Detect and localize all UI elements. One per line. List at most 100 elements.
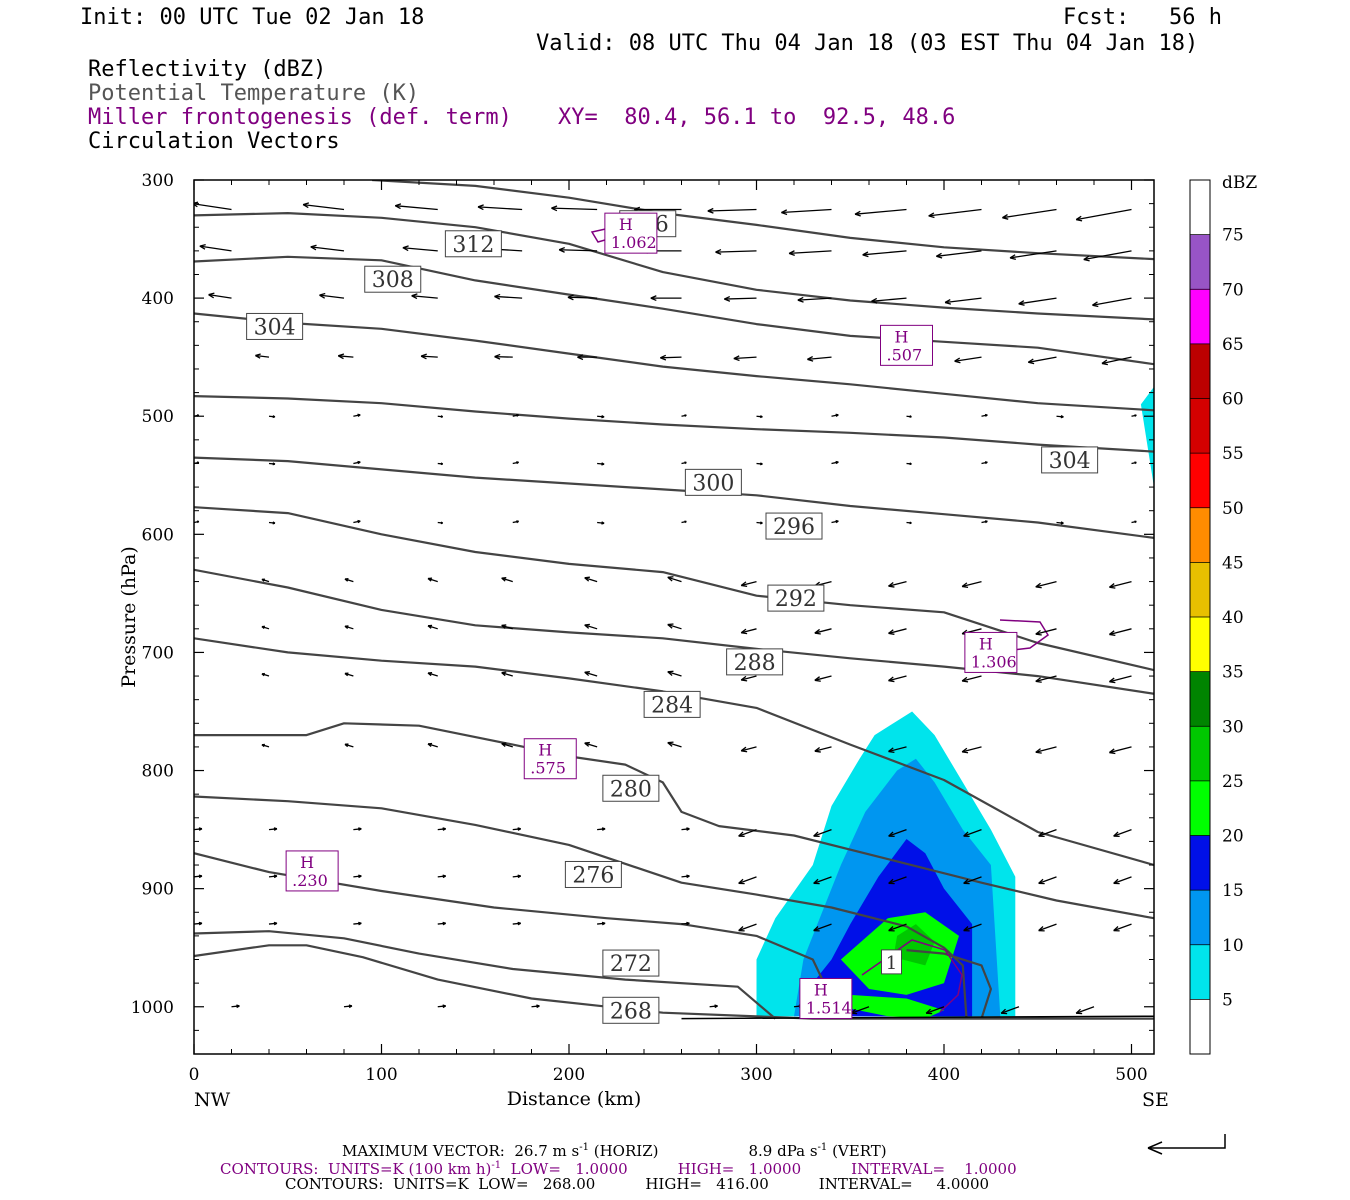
circulation-vector [715, 249, 757, 255]
circulation-vector [353, 921, 362, 926]
circulation-vector [437, 521, 444, 525]
circulation-vector [928, 208, 982, 219]
circulation-vector [194, 827, 203, 831]
cross-section-endpoints: XY= 80.4, 56.1 to 92.5, 48.6 [558, 105, 956, 130]
circulation-vector [501, 742, 513, 748]
max-vector-text: MAXIMUM VECTOR: 26.7 m s-1 (HORIZ) 8.9 dP… [342, 1142, 887, 1160]
circulation-vector [756, 521, 763, 525]
circulation-vector [888, 628, 907, 635]
colorbar-label: 25 [1222, 772, 1244, 792]
circulation-vector [199, 243, 232, 252]
circulation-vector [740, 628, 757, 635]
theta-contour [194, 255, 1154, 366]
circulation-vector [1018, 297, 1057, 306]
theta-label: 288 [726, 648, 784, 676]
circulation-vector [740, 580, 757, 588]
svg-text:1: 1 [886, 953, 897, 974]
theta-contour [372, 180, 1154, 261]
x-tick-label: 0 [189, 1065, 200, 1085]
circulation-vector [394, 203, 438, 211]
svg-text:288: 288 [734, 651, 776, 676]
colorbar-segment [1190, 398, 1210, 454]
frontogenesis-max-label: H.507 [880, 324, 933, 366]
init-time: Init: 00 UTC Tue 02 Jan 18 [80, 5, 425, 30]
y-tick-label: 900 [142, 880, 174, 900]
colorbar-label: 50 [1222, 499, 1244, 519]
circulation-vector [1038, 876, 1057, 885]
theta-label: 268 [602, 996, 660, 1024]
theta-label: 296 [765, 512, 823, 540]
colorbar-label: 10 [1222, 936, 1244, 956]
circulation-vector [437, 462, 444, 466]
colorbar-label: 60 [1222, 390, 1244, 410]
circulation-vector [667, 576, 682, 583]
circulation-vector [906, 462, 912, 466]
circulation-vector [584, 741, 598, 748]
circulation-vector [194, 628, 195, 629]
reflectivity-5dbz [1140, 386, 1154, 488]
circulation-vector [814, 628, 832, 635]
circulation-vector [1109, 675, 1132, 684]
svg-text:292: 292 [775, 587, 817, 612]
colorbar-label: 15 [1222, 881, 1244, 901]
circulation-vector [261, 625, 270, 630]
y-tick-label: 600 [142, 525, 174, 545]
circulation-vector [1075, 1006, 1095, 1015]
circulation-vector [420, 353, 438, 360]
frontogenesis-max-label: H1.306 [964, 631, 1018, 673]
circulation-vector [353, 519, 361, 524]
circulation-vector [494, 293, 523, 300]
circulation-vector [353, 874, 362, 879]
theta-contour [194, 312, 1154, 412]
circulation-vector [831, 413, 839, 417]
colorbar-label: 45 [1222, 553, 1244, 573]
frontogenesis-contour-label: 1 [881, 949, 902, 975]
theta-label: 280 [602, 774, 660, 802]
y-tick-label: 400 [142, 289, 174, 309]
circulation-vector [597, 827, 606, 831]
circulation-vector [681, 921, 690, 926]
colorbar-label: 20 [1222, 827, 1244, 847]
colorbar-segment [1190, 780, 1210, 836]
circulation-vector [1092, 297, 1132, 308]
circulation-vector [681, 414, 687, 417]
circulation-vector [437, 415, 444, 418]
circulation-vector [427, 671, 438, 677]
circulation-vector [584, 623, 598, 630]
circulation-vector [255, 353, 270, 359]
circulation-vector [268, 415, 276, 419]
circulation-vector [597, 521, 605, 525]
field-reflectivity: Reflectivity (dBZ) [88, 57, 327, 82]
circulation-vector [501, 624, 513, 630]
circulation-vector [437, 874, 447, 879]
circulation-vector [740, 746, 757, 753]
circulation-vector [1056, 415, 1064, 419]
circulation-vectors [194, 201, 1137, 1015]
circulation-vector [681, 827, 690, 831]
circulation-vector [512, 921, 522, 926]
reflectivity-25dbz [893, 924, 935, 966]
svg-text:H: H [979, 634, 993, 653]
circulation-vector [1113, 923, 1132, 932]
svg-text:.575: .575 [530, 759, 566, 778]
circulation-vector [194, 356, 195, 358]
circulation-vector [353, 827, 362, 831]
svg-text:.230: .230 [292, 871, 328, 890]
circulation-vector [788, 250, 832, 257]
circulation-vector [194, 921, 203, 926]
circulation-vector [268, 874, 278, 879]
circulation-vector [738, 828, 757, 838]
circulation-vector [963, 876, 982, 885]
circulation-vector [813, 876, 832, 885]
circulation-vector [1109, 628, 1132, 636]
circulation-vector [268, 462, 276, 466]
circulation-vector [427, 624, 438, 630]
circulation-vector [194, 520, 200, 524]
circulation-vector [854, 208, 907, 217]
circulation-vector [437, 827, 447, 831]
colorbar-segment [1190, 180, 1210, 235]
x-tick-label: 100 [365, 1065, 397, 1085]
theta-label: 300 [684, 468, 742, 496]
svg-text:308: 308 [372, 268, 414, 293]
